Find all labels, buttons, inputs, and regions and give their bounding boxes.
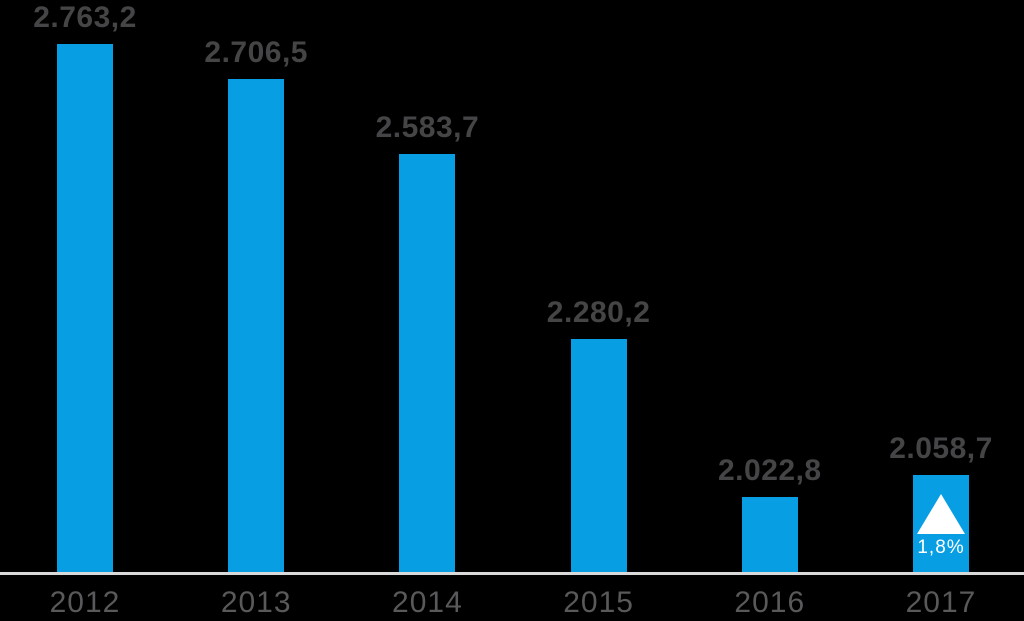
value-label-2014: 2.583,7 — [375, 111, 480, 144]
value-label-2016: 2.022,8 — [718, 454, 822, 487]
triangle-up-icon — [917, 494, 965, 534]
bar-2015 — [570, 339, 627, 572]
value-label-2015: 2.280,2 — [546, 296, 651, 329]
x-tick-label-2015: 2015 — [563, 586, 634, 619]
x-tick-label-2016: 2016 — [734, 586, 806, 619]
bar-2014 — [399, 154, 456, 572]
x-tick-label-2017: 2017 — [905, 586, 977, 619]
x-tick-label-2013: 2013 — [220, 586, 292, 619]
x-axis-line — [0, 572, 1024, 575]
increase-percent-label: 1,8% — [917, 537, 965, 558]
bar-2013 — [228, 79, 285, 572]
value-label-2017: 2.058,7 — [889, 432, 993, 465]
bar-2016 — [741, 497, 798, 572]
x-tick-label-2012: 2012 — [49, 586, 121, 619]
bar-2012 — [57, 44, 113, 572]
value-label-2013: 2.706,5 — [204, 36, 308, 69]
x-tick-label-2014: 2014 — [392, 586, 463, 619]
bar-2017: 1,8% — [913, 475, 969, 572]
value-label-2012: 2.763,2 — [33, 1, 137, 34]
